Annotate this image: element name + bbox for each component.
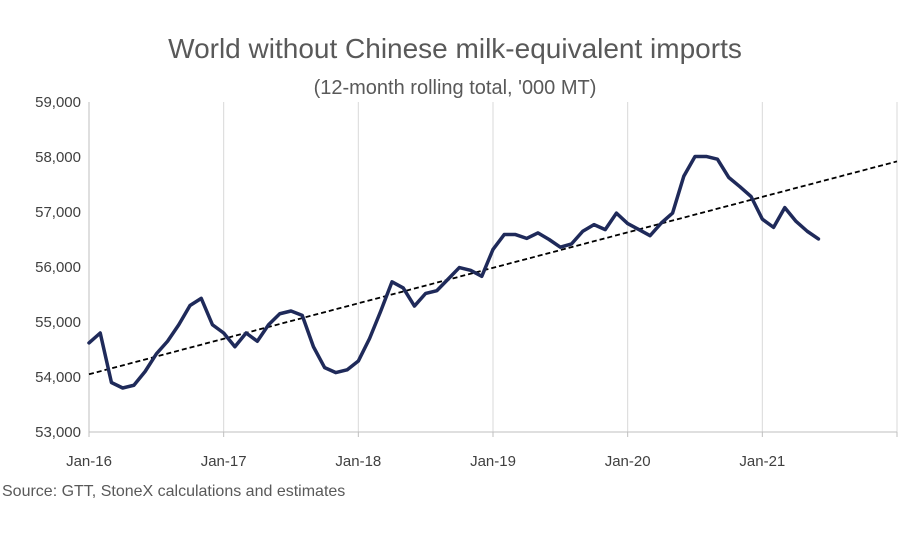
y-tick-label: 53,000 <box>35 424 81 441</box>
x-tick-label: Jan-18 <box>335 453 381 470</box>
y-tick-label: 59,000 <box>35 94 81 111</box>
series <box>87 154 821 390</box>
x-tick-label: Jan-16 <box>66 453 112 470</box>
x-tick-label: Jan-21 <box>739 453 785 470</box>
trendline-line <box>88 160 898 376</box>
y-tick-label: 57,000 <box>35 204 81 221</box>
series-line <box>87 154 821 390</box>
chart-title: World without Chinese milk-equivalent im… <box>168 33 742 64</box>
y-tick-label: 56,000 <box>35 259 81 276</box>
trendline <box>88 160 898 376</box>
chart-subtitle: (12-month rolling total, '000 MT) <box>314 77 597 99</box>
y-tick-label: 55,000 <box>35 314 81 331</box>
y-tick-label: 58,000 <box>35 149 81 166</box>
y-tick-label: 54,000 <box>35 369 81 386</box>
axes <box>88 102 898 437</box>
x-axis-labels: Jan-16 Jan-17 Jan-18 Jan-19 Jan-20 Jan-21 <box>66 453 785 470</box>
source-note: Source: GTT, StoneX calculations and est… <box>2 483 346 500</box>
grid <box>88 102 898 432</box>
x-tick-label: Jan-17 <box>201 453 247 470</box>
x-tick-label: Jan-19 <box>470 453 516 470</box>
y-axis-labels: 53,000 54,000 55,000 56,000 57,000 58,000 59,0… <box>35 94 81 441</box>
x-tick-label: Jan-20 <box>605 453 651 470</box>
